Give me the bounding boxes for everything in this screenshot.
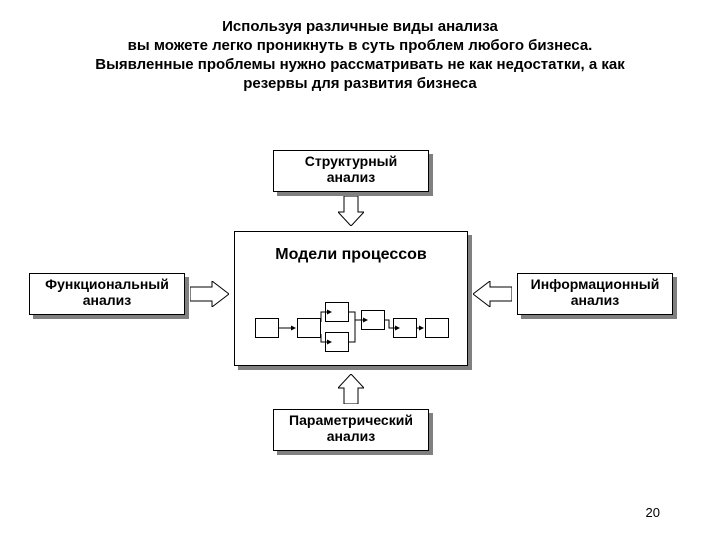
heading-line-1: Используя различные виды анализа	[0, 18, 720, 35]
top-box-line1: Структурный	[305, 153, 398, 169]
arrow-from-bottom	[338, 374, 364, 404]
arrow-from-left	[190, 281, 229, 307]
right-box-line2: анализ	[571, 292, 620, 308]
heading-line-4: резервы для развития бизнеса	[0, 75, 720, 92]
top-box-line2: анализ	[327, 169, 376, 185]
bottom-box-line1: Параметрический	[289, 412, 413, 428]
heading-line-2: вы можете легко проникнуть в суть пробле…	[0, 37, 720, 54]
page-number: 20	[646, 505, 660, 520]
heading-line-3: Выявленные проблемы нужно рассматривать …	[0, 56, 720, 73]
mini-arrows	[255, 300, 447, 356]
arrow-from-right	[473, 281, 512, 307]
right-box-line1: Информационный	[531, 276, 660, 292]
left-box-label: Функциональный анализ	[29, 276, 185, 308]
left-box-line2: анализ	[83, 292, 132, 308]
mini-diagram	[255, 300, 447, 356]
right-box-label: Информационный анализ	[517, 276, 673, 308]
left-box-line1: Функциональный	[45, 276, 169, 292]
center-box-title: Модели процессов	[234, 246, 468, 264]
bottom-box-line2: анализ	[327, 428, 376, 444]
bottom-box-label: Параметрический анализ	[273, 412, 429, 444]
top-box-label: Структурный анализ	[273, 153, 429, 185]
arrow-from-top	[338, 196, 364, 226]
